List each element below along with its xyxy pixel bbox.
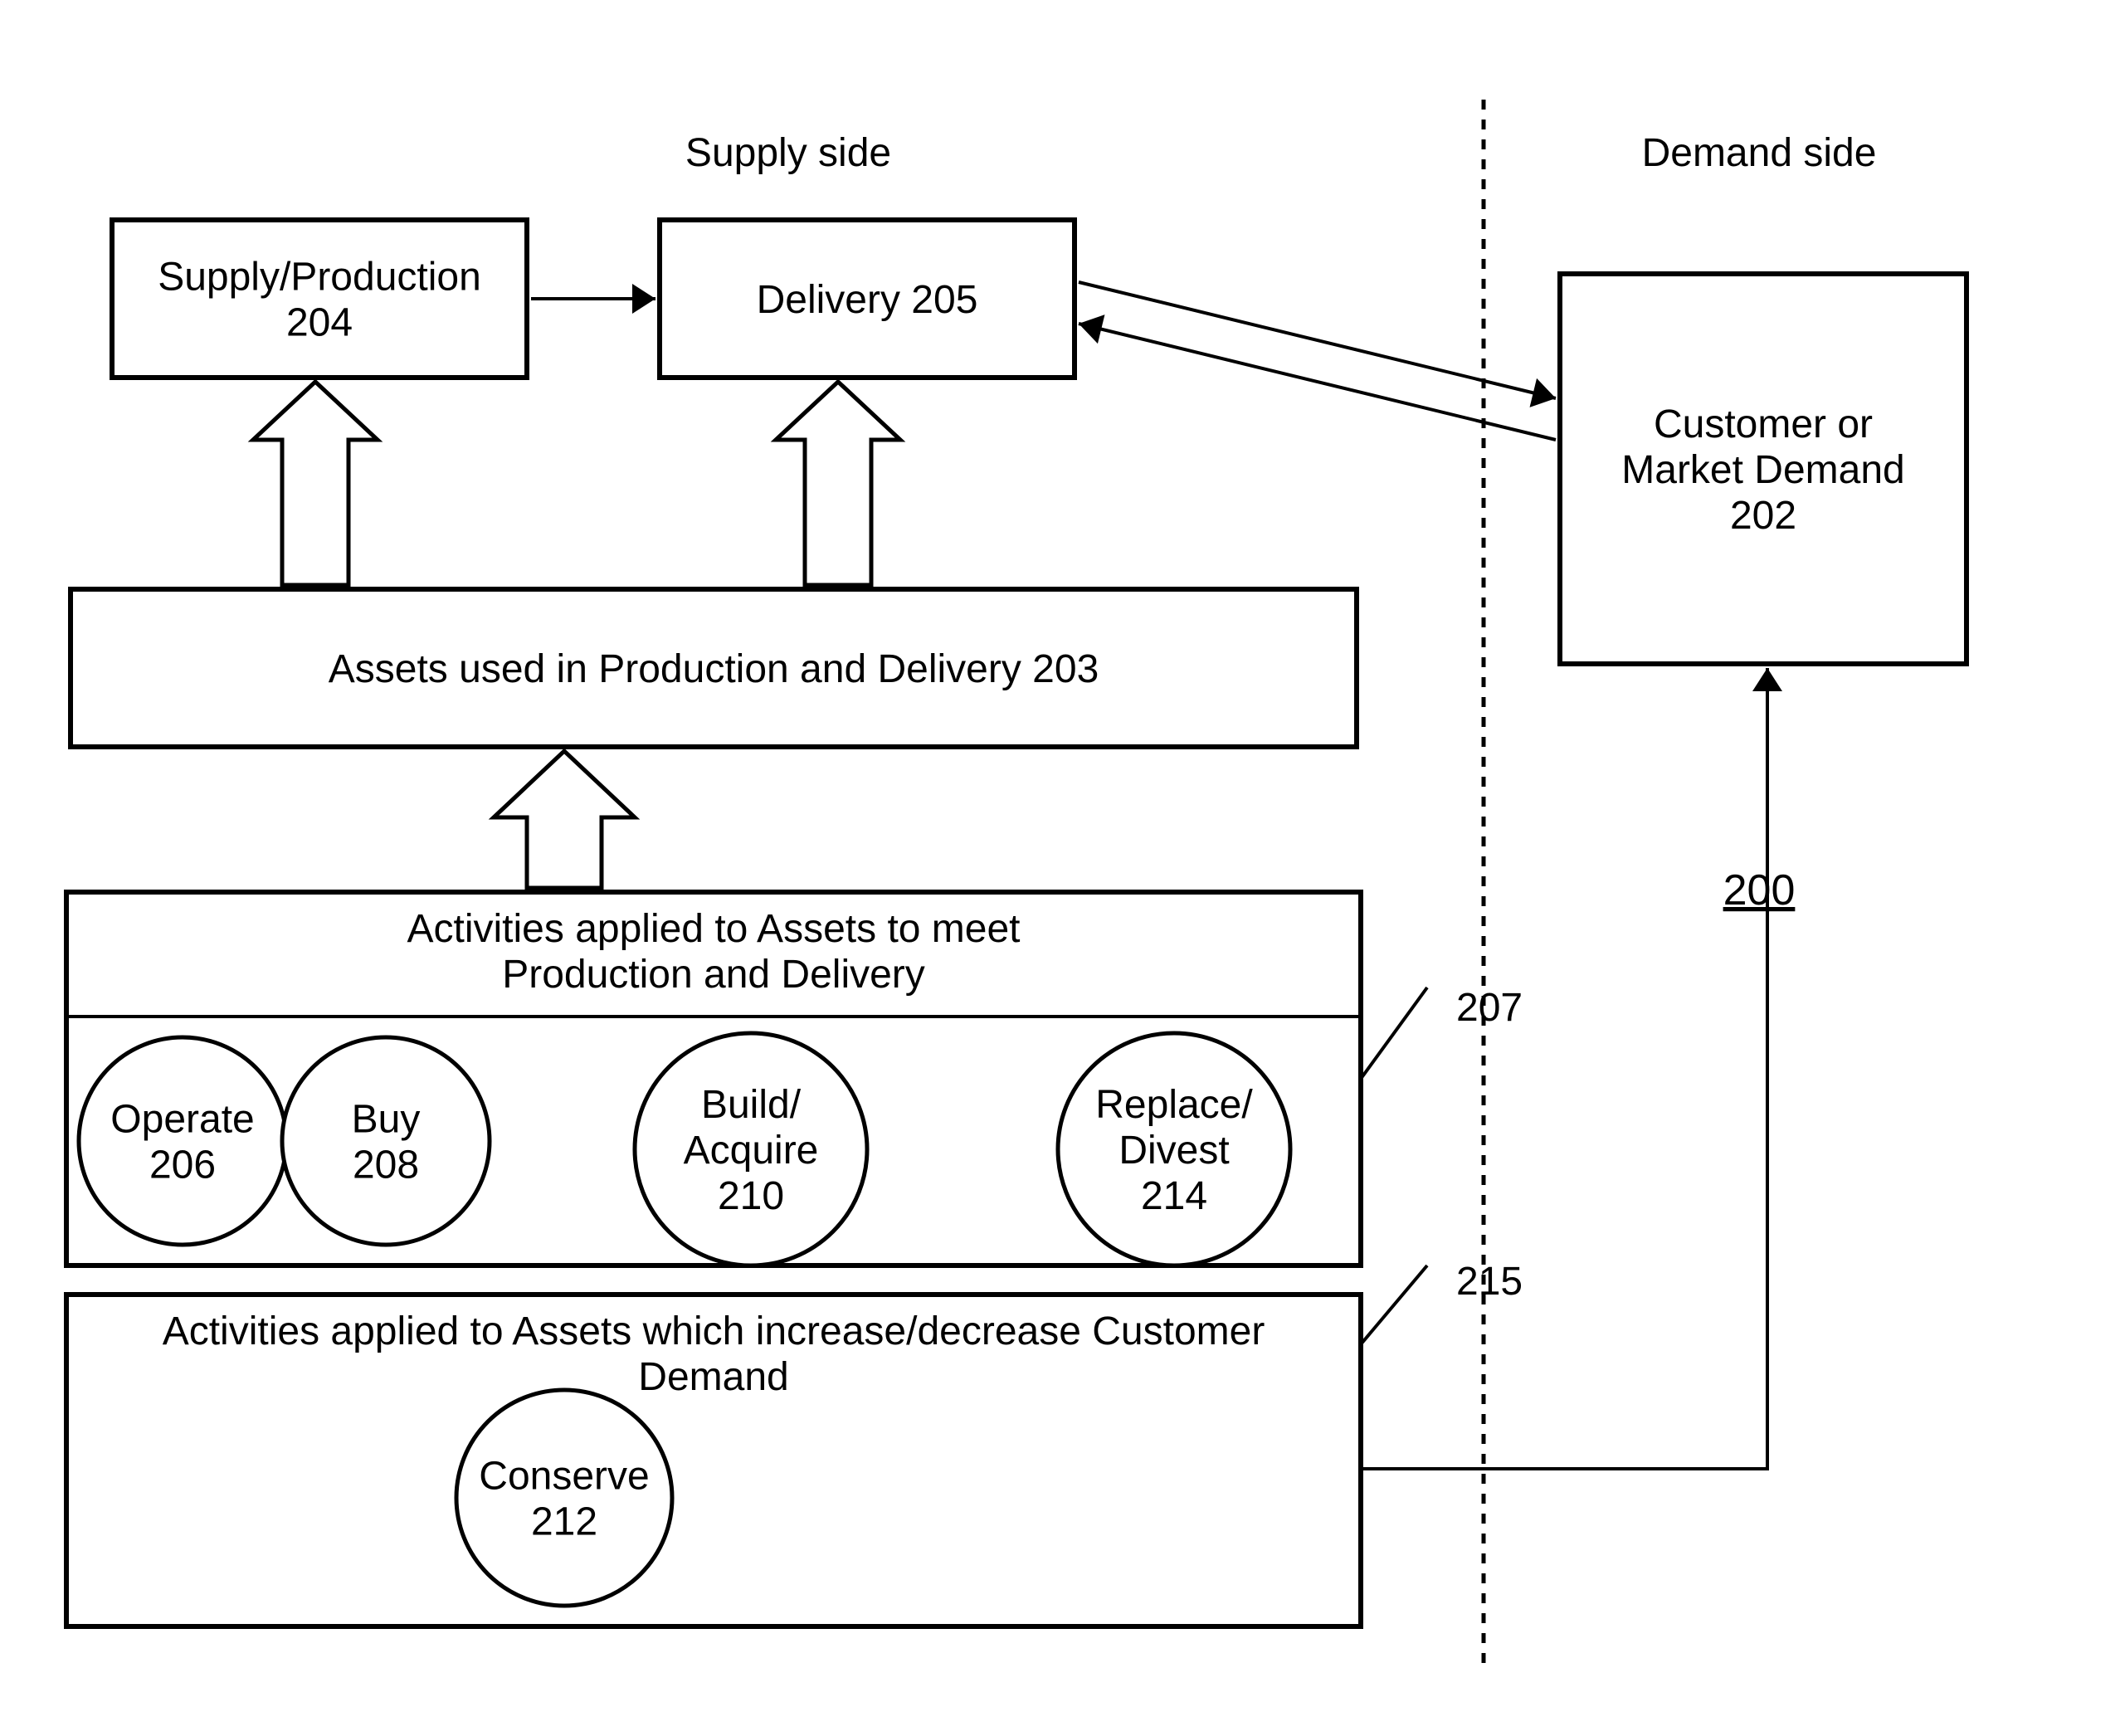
callout-215-label: 215: [1456, 1260, 1523, 1304]
assets-label-line-0: Assets used in Production and Delivery 2…: [329, 647, 1099, 691]
customer-demand-label-line-0: Customer or: [1654, 402, 1873, 446]
block-arrow-assets-to-delivery: [776, 382, 900, 585]
supply-production-label-line-0: Supply/Production: [158, 255, 481, 299]
supply-side-label: Supply side: [685, 131, 891, 175]
conserve-label-line-0: Conserve: [479, 1454, 649, 1498]
operate-label-line-0: Operate: [110, 1097, 254, 1141]
customer-demand-label-line-1: Market Demand: [1621, 448, 1904, 492]
delivery-label: Delivery 205: [757, 278, 978, 322]
conserve-label-line-1: 212: [531, 1499, 597, 1543]
arrowhead: [632, 284, 655, 314]
figure-ref-200: 200: [1723, 866, 1796, 914]
arrowhead: [1530, 378, 1556, 407]
arrowhead: [1752, 668, 1782, 691]
operate-label-line-1: 206: [149, 1143, 216, 1187]
buy-label-line-0: Buy: [352, 1097, 421, 1141]
build-label-line-0: Build/: [701, 1083, 802, 1127]
callout-207-line: [1361, 987, 1427, 1079]
demand-side-label: Demand side: [1642, 131, 1877, 175]
replace-label-line-2: 214: [1141, 1174, 1207, 1218]
replace-label-line-0: Replace/: [1095, 1083, 1253, 1127]
delivery-label-line-0: Delivery 205: [757, 278, 978, 322]
assets-label: Assets used in Production and Delivery 2…: [329, 647, 1099, 691]
replace-label-line-1: Divest: [1118, 1129, 1229, 1173]
block-arrow-207-to-assets: [494, 751, 635, 888]
activities-207-title-line-0: Activities applied to Assets to meet: [407, 907, 1020, 951]
build-label-line-1: Acquire: [684, 1129, 819, 1173]
block-arrow-assets-to-supply: [253, 382, 378, 585]
activities-215-title-line-0: Activities applied to Assets which incre…: [163, 1309, 1265, 1353]
arrow-215-to-demand: [1361, 668, 1767, 1469]
activities-215-title-line-1: Demand: [638, 1355, 788, 1399]
activities-207-title-line-1: Production and Delivery: [502, 953, 925, 997]
build-label-line-2: 210: [718, 1174, 784, 1218]
arrowhead: [1079, 315, 1104, 344]
customer-demand-label-line-2: 202: [1730, 494, 1796, 538]
buy-label-line-1: 208: [353, 1143, 419, 1187]
callout-207-label: 207: [1456, 986, 1523, 1030]
supply-production-label-line-1: 204: [286, 300, 353, 344]
callout-215-line: [1361, 1265, 1427, 1344]
